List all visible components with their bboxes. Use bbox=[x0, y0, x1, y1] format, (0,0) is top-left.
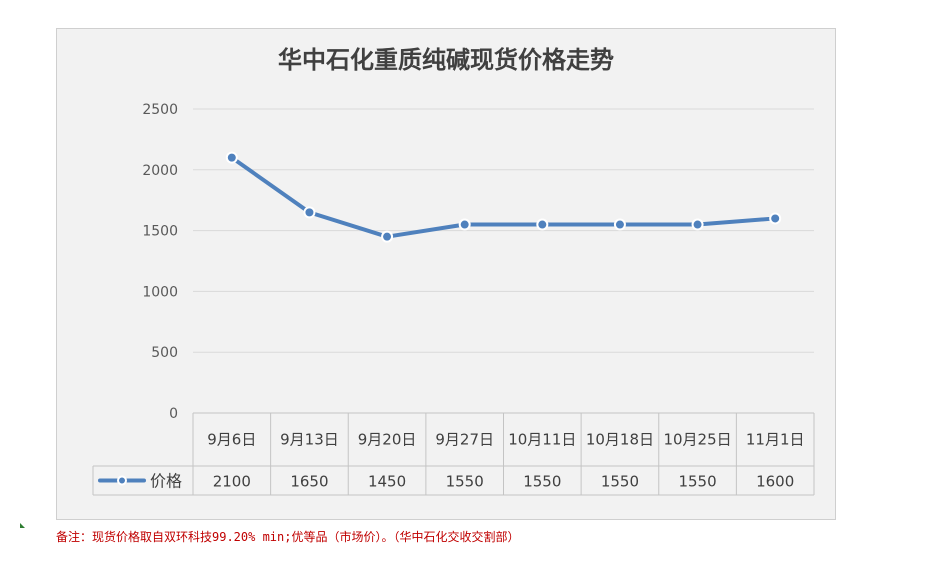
corner-marker-icon bbox=[20, 523, 25, 528]
x-tick-label: 9月27日 bbox=[435, 431, 494, 449]
y-tick-label: 2500 bbox=[142, 102, 178, 118]
data-point bbox=[691, 218, 704, 231]
y-tick-label: 500 bbox=[151, 345, 178, 361]
data-point bbox=[225, 151, 238, 164]
data-point bbox=[381, 230, 394, 243]
x-tick-label: 9月13日 bbox=[280, 431, 339, 449]
data-table-value: 2100 bbox=[213, 473, 251, 491]
x-tick-label: 10月25日 bbox=[663, 431, 731, 449]
x-tick-label: 10月11日 bbox=[508, 431, 576, 449]
y-tick-label: 2000 bbox=[142, 163, 178, 179]
data-point bbox=[613, 218, 626, 231]
y-tick-label: 1000 bbox=[142, 284, 178, 300]
chart-frame bbox=[56, 28, 836, 520]
y-tick-label: 1500 bbox=[142, 224, 178, 240]
data-point bbox=[303, 206, 316, 219]
series-line bbox=[229, 155, 778, 239]
legend-label: 价格 bbox=[150, 472, 182, 491]
data-point bbox=[536, 218, 549, 231]
data-table-value: 1650 bbox=[290, 473, 328, 491]
y-tick-label: 0 bbox=[169, 406, 178, 422]
data-table-value: 1550 bbox=[601, 473, 639, 491]
x-tick-label: 9月20日 bbox=[358, 431, 417, 449]
data-table-value: 1550 bbox=[678, 473, 716, 491]
data-point bbox=[769, 212, 782, 225]
data-table-value: 1550 bbox=[523, 473, 561, 491]
legend-marker bbox=[117, 475, 127, 486]
data-table-value: 1600 bbox=[756, 473, 794, 491]
data-table-value: 1450 bbox=[368, 473, 406, 491]
chart-title: 华中石化重质纯碱现货价格走势 bbox=[278, 45, 614, 74]
data-point bbox=[458, 218, 471, 231]
x-tick-label: 10月18日 bbox=[586, 431, 654, 449]
x-tick-label: 11月1日 bbox=[746, 431, 805, 449]
footer-note: 备注：现货价格取自双环科技99.20% min;优等品（市场价）。（华中石化交收… bbox=[56, 530, 520, 544]
x-tick-label: 9月6日 bbox=[207, 431, 256, 449]
data-table-value: 1550 bbox=[446, 473, 484, 491]
